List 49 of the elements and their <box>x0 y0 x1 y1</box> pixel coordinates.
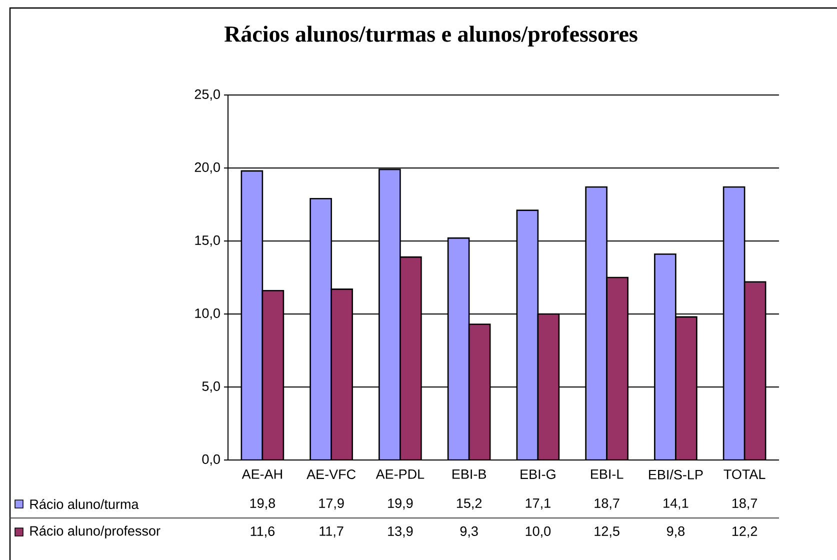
data-label: 12,2 <box>732 526 758 538</box>
x-tick-label: EBI-G <box>520 470 556 480</box>
x-tick-label: EBI-L <box>591 470 624 479</box>
data-label: 10,0 <box>526 526 551 538</box>
data-label: 17,9 <box>319 498 344 510</box>
bar <box>400 257 422 460</box>
data-label: 15,2 <box>456 498 482 510</box>
bar <box>310 198 332 460</box>
x-tick-label: EBI-B <box>452 470 486 479</box>
bar <box>379 169 400 460</box>
y-tick-label: 15,0 <box>195 235 220 247</box>
bar <box>744 281 766 460</box>
bar <box>722 186 746 460</box>
x-tick-label: EBI/S-LP <box>649 470 703 480</box>
legend-label: Rácio aluno/professor <box>30 526 160 538</box>
data-label: 17,1 <box>526 498 550 510</box>
data-label: 9,8 <box>666 526 684 538</box>
x-tick-label: AE-VFC <box>306 470 356 480</box>
bar <box>606 277 628 460</box>
bar <box>676 316 697 460</box>
bar <box>241 170 262 460</box>
y-tick-label: 0,0 <box>202 454 220 466</box>
data-label: 11,6 <box>250 526 274 538</box>
bar <box>538 314 559 460</box>
bar <box>331 289 352 460</box>
x-tick-label: AE-AH <box>242 470 282 479</box>
x-tick-label: TOTAL <box>724 470 766 480</box>
data-label: 12,5 <box>594 526 620 538</box>
y-tick-label: 10,0 <box>195 308 220 320</box>
x-tick-label: AE-PDL <box>376 470 424 479</box>
data-label: 18,7 <box>594 498 620 510</box>
data-label: 19,8 <box>250 498 275 510</box>
data-label: 19,9 <box>388 498 413 510</box>
data-label: 18,7 <box>732 498 758 510</box>
data-label: 11,7 <box>320 526 344 538</box>
legend-label: Rácio aluno/turma <box>30 498 139 510</box>
bar <box>654 254 676 460</box>
y-tick-label: 20,0 <box>194 162 220 174</box>
data-label: 14,1 <box>664 498 688 510</box>
bar <box>469 324 490 460</box>
bar <box>586 186 607 460</box>
data-label: 9,3 <box>460 526 478 538</box>
y-tick-label: 5,0 <box>202 381 220 393</box>
y-tick-label: 25,0 <box>194 89 220 101</box>
bar <box>262 290 284 460</box>
bar <box>448 238 470 460</box>
bar <box>516 210 538 460</box>
chart-title: Rácios alunos/turmas e alunos/professores <box>224 25 638 47</box>
data-label: 13,9 <box>388 526 413 538</box>
